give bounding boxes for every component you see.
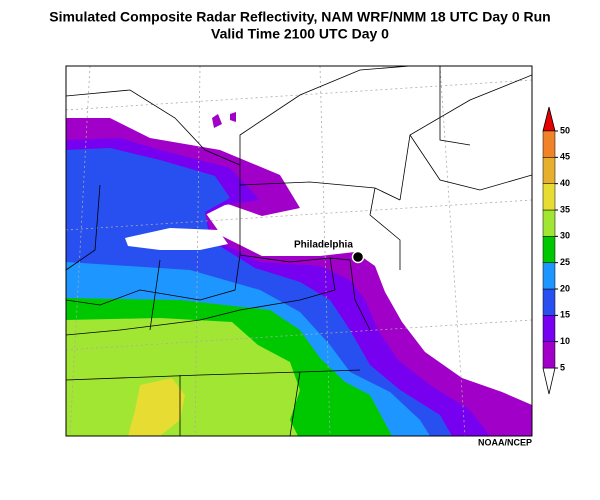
colorbar-under [542, 367, 556, 395]
colorbar-segment [542, 341, 556, 369]
credit: NOAA/NCEP [478, 437, 532, 447]
colorbar-tick-label: 50 [560, 125, 570, 135]
colorbar: 5 10 15 20 25 30 35 40 45 50 [542, 106, 570, 395]
colorbar-tick-label: 35 [560, 204, 570, 214]
colorbar-segment [542, 288, 556, 316]
colorbar-segment [542, 157, 556, 184]
colorbar-segment [542, 262, 556, 290]
colorbar-tick-label: 25 [560, 257, 570, 267]
colorbar-over [542, 106, 556, 132]
clear-tongue [125, 228, 228, 250]
colorbar-tick-label: 40 [560, 178, 570, 188]
map: Philadelphia [66, 66, 532, 436]
city-label: Philadelphia [294, 240, 353, 251]
subtitle: Valid Time 2100 UTC Day 0 [211, 26, 389, 42]
title: Simulated Composite Radar Reflectivity, … [49, 9, 550, 25]
colorbar-segment [542, 209, 556, 237]
colorbar-segment [542, 130, 556, 158]
colorbar-tick-label: 10 [560, 336, 570, 346]
map-frame [65, 65, 533, 437]
small-echo [212, 112, 236, 128]
echo-35 [128, 378, 185, 436]
state-borders [66, 66, 532, 436]
colorbar-tick-label: 15 [560, 310, 570, 320]
graticule [66, 66, 532, 436]
echo-30 [66, 318, 300, 436]
colorbar-tick-label: 20 [560, 283, 570, 293]
colorbar-segment [542, 315, 556, 342]
colorbar-tick-label: 45 [560, 152, 570, 162]
colorbar-segment [542, 183, 556, 211]
colorbar-tick-label: 5 [560, 362, 565, 372]
colorbar-segment [542, 236, 556, 263]
colorbar-tick-label: 30 [560, 231, 570, 241]
city-marker [351, 250, 365, 264]
